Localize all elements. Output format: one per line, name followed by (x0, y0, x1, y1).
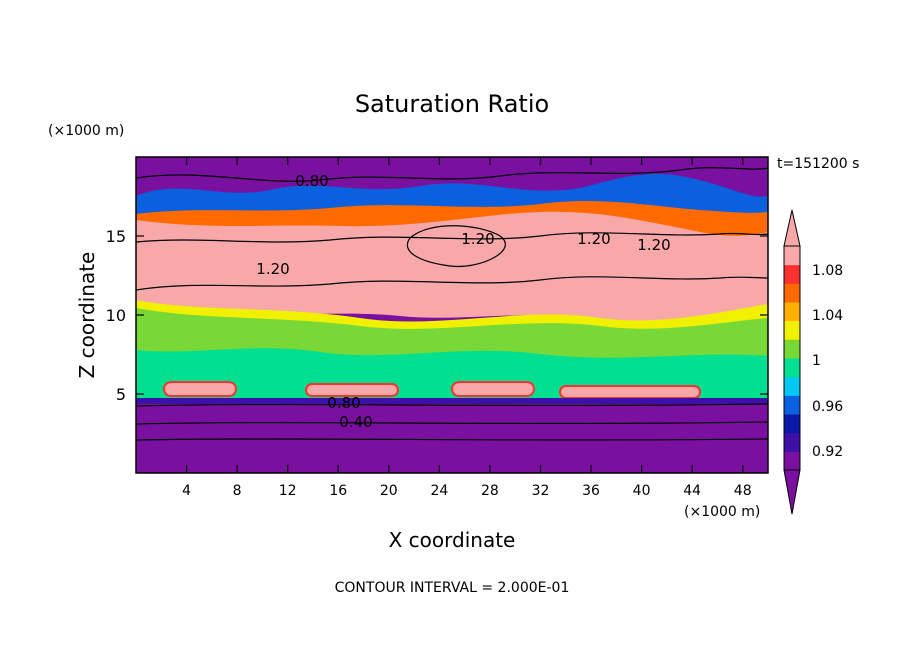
colorbar-swatch (784, 358, 800, 378)
colorbar-swatch (784, 320, 800, 340)
x-tick-label: 36 (582, 483, 600, 499)
x-tick-label: 20 (380, 483, 398, 499)
colorbar-swatch (784, 451, 800, 471)
colorbar-swatch (784, 339, 800, 359)
colorbar-swatch (784, 395, 800, 415)
x-tick-label: 28 (481, 483, 499, 499)
colorbar-tick-label: 0.92 (812, 444, 843, 460)
colorbar-tick-label: 0.96 (812, 399, 843, 415)
contour-label: 0.80 (327, 394, 360, 412)
contour-label: 0.80 (295, 172, 328, 190)
contour-label: 1.20 (256, 260, 289, 278)
colorbar: 1.08 1.04 1 0.96 0.92 (783, 209, 843, 515)
chart-title: Saturation Ratio (355, 90, 549, 118)
colorbar-swatch (784, 246, 800, 266)
lower-boundary-band (136, 398, 768, 404)
contour-label-layer: 0.801.20 1.20 1.201.200.800.40 (256, 172, 670, 431)
x-tick-label: 12 (279, 483, 297, 499)
colorbar-tick-label: 1 (812, 353, 821, 369)
x-tick-label: 40 (633, 483, 651, 499)
colorbar-top-arrow (783, 209, 801, 247)
contour-label: 0.40 (339, 413, 372, 431)
x-tick-label: 16 (329, 483, 347, 499)
cloud-base-lenses (163, 381, 701, 399)
colorbar-swatch (784, 414, 800, 434)
contour-label: 1.20 (637, 236, 670, 254)
contour-interval-footer: CONTOUR INTERVAL = 2.000E-01 (335, 580, 570, 596)
colorbar-swatch (784, 376, 800, 396)
y-tick-label: 5 (116, 385, 126, 404)
y-tick-label: 15 (106, 227, 126, 246)
plot-area (135, 156, 769, 474)
colorbar-bottom-arrow (783, 469, 801, 515)
colorbar-swatch (784, 302, 800, 322)
y-axis-label: Z coordinate (75, 252, 99, 379)
x-axis-label: X coordinate (389, 528, 516, 552)
colorbar-tick-label: 1.08 (812, 263, 843, 279)
contour-label: 1.20 (461, 230, 494, 248)
x-tick-label: 48 (734, 483, 752, 499)
x-tick-label: 8 (233, 483, 242, 499)
x-unit-label: (×1000 m) (684, 504, 760, 520)
colorbar-swatch (784, 432, 800, 452)
x-tick-label: 4 (182, 483, 191, 499)
x-tick-label: 24 (430, 483, 448, 499)
x-tick-label: 44 (683, 483, 701, 499)
contour-label: 1.20 (577, 230, 610, 248)
y-tick-label: 10 (106, 306, 126, 325)
x-axis: 4 8 12 16 20 24 28 32 36 40 44 48 (182, 157, 752, 499)
moist-band (136, 211, 768, 323)
lower-dry-layer (136, 400, 768, 473)
y-unit-label: (×1000 m) (48, 123, 124, 139)
colorbar-swatch (784, 264, 800, 284)
colorbar-frame (783, 245, 801, 471)
y-axis: 5 10 15 (106, 227, 768, 404)
time-label: t=151200 s (777, 156, 859, 172)
colorbar-tick-label: 1.04 (812, 308, 843, 324)
contour-lines (135, 167, 769, 441)
x-tick-label: 32 (532, 483, 550, 499)
colorbar-swatch (784, 283, 800, 303)
